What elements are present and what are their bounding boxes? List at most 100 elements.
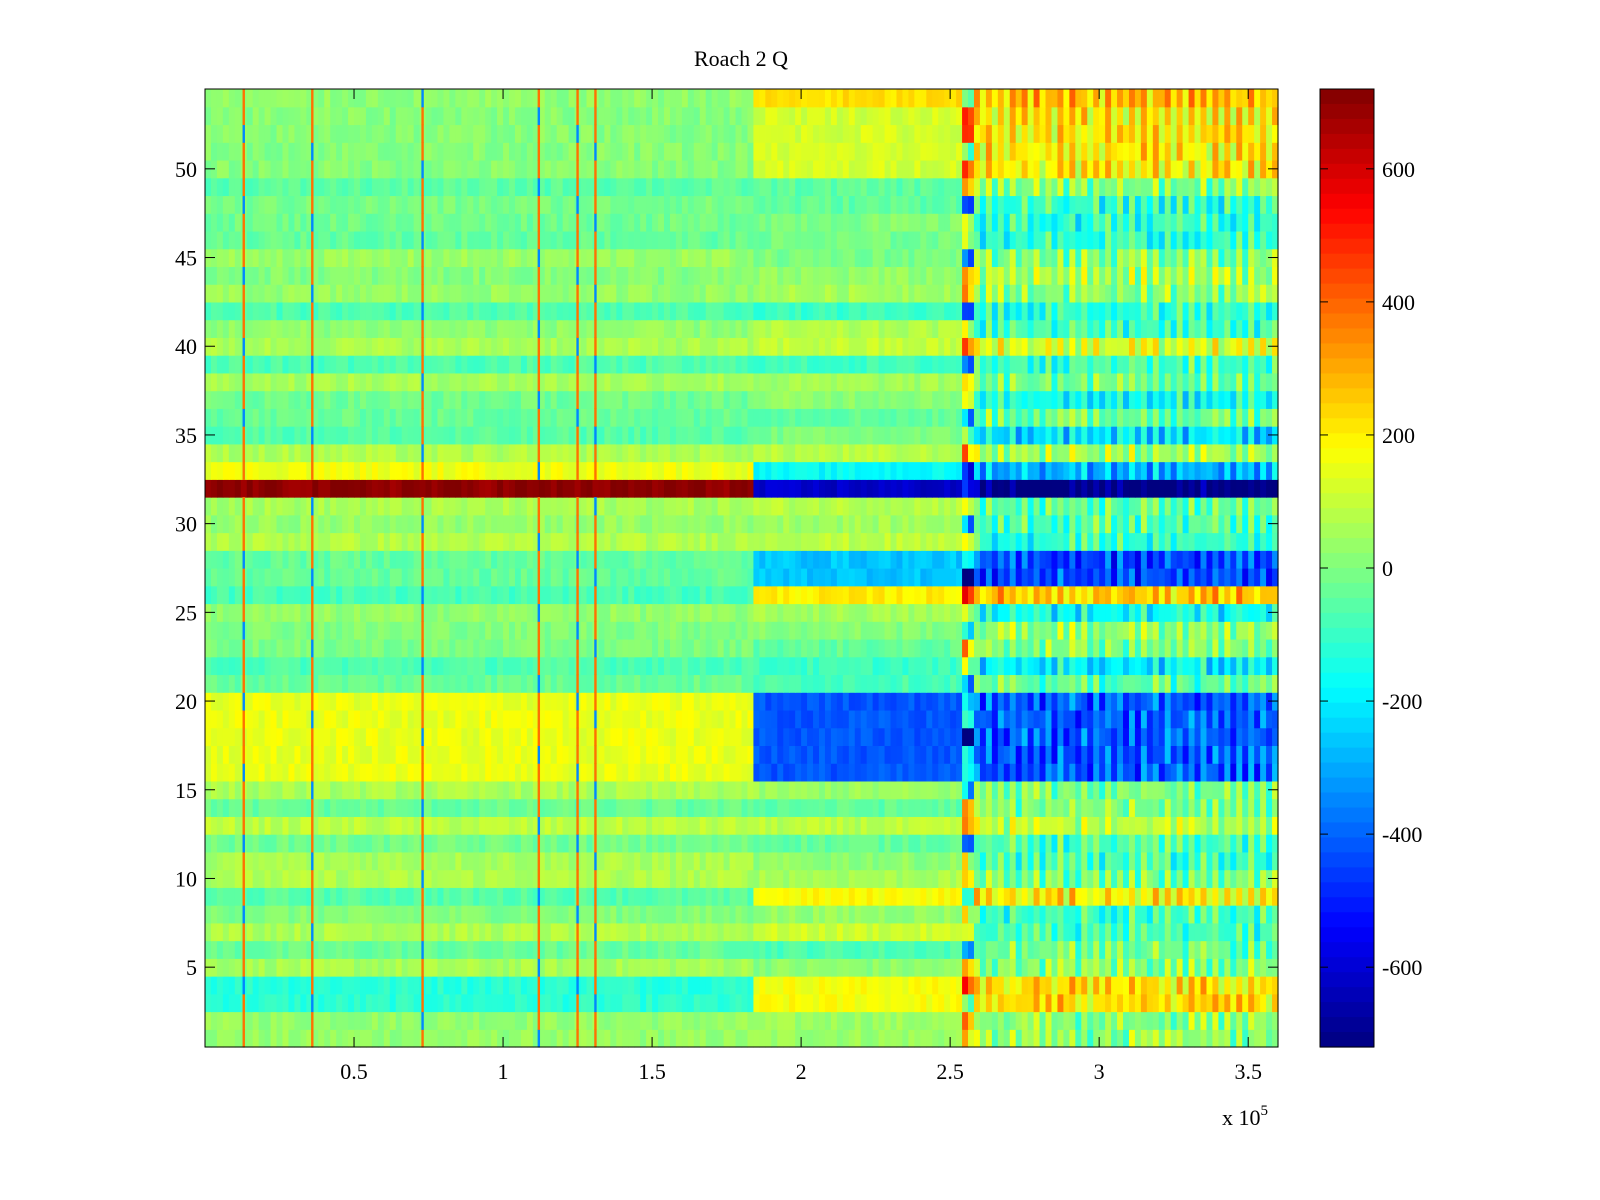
heatmap-cell: [1254, 568, 1261, 587]
heatmap-cell: [962, 621, 969, 640]
heatmap-cell: [610, 727, 617, 747]
heatmap-cell: [1111, 709, 1118, 729]
heatmap-cell: [824, 727, 832, 747]
heatmap-cell: [604, 816, 611, 835]
heatmap-cell: [1272, 940, 1279, 959]
heatmap-cell: [401, 727, 409, 747]
heatmap-cell: [1134, 621, 1142, 640]
heatmap-cell: [658, 692, 665, 711]
heatmap-cell: [854, 905, 862, 924]
heatmap-cell: [783, 656, 790, 676]
heatmap-cell: [1099, 976, 1106, 995]
heatmap-cell: [425, 656, 433, 676]
heatmap-cell: [1164, 568, 1172, 587]
heatmap-cell: [258, 976, 266, 995]
heatmap-cell: [711, 798, 719, 817]
heatmap-cell: [407, 550, 415, 569]
heatmap-cell: [431, 585, 439, 605]
heatmap-cell: [789, 851, 796, 871]
heatmap-cell: [1021, 780, 1029, 800]
heatmap-cell: [348, 763, 355, 782]
heatmap-cell: [622, 887, 629, 906]
heatmap-cell: [699, 993, 707, 1013]
heatmap-cell: [455, 674, 462, 693]
heatmap-cell: [467, 621, 474, 640]
heatmap-cell: [848, 905, 856, 924]
heatmap-cell: [485, 869, 492, 888]
heatmap-cell: [550, 780, 558, 800]
heatmap-cell: [485, 603, 492, 622]
heatmap-cell: [1254, 887, 1261, 906]
heatmap-cell: [610, 638, 617, 658]
heatmap-cell: [836, 763, 844, 782]
heatmap-cell: [640, 709, 647, 729]
heatmap-cell: [318, 1011, 325, 1030]
heatmap-cell: [640, 958, 647, 977]
heatmap-cell: [741, 798, 749, 817]
heatmap-cell: [1117, 692, 1124, 711]
heatmap-cell: [1170, 585, 1178, 605]
heatmap-cell: [312, 976, 319, 995]
heatmap-cell: [1123, 816, 1130, 835]
heatmap-cell: [1123, 887, 1130, 906]
heatmap-cell: [342, 692, 349, 711]
heatmap-cell: [681, 851, 689, 871]
heatmap-cell: [544, 745, 552, 764]
heatmap-cell: [866, 976, 874, 995]
heatmap-cell: [735, 674, 743, 693]
heatmap-cell: [312, 1011, 319, 1030]
heatmap-cell: [795, 887, 802, 906]
heatmap-cell: [520, 834, 528, 853]
heatmap-cell: [514, 621, 522, 640]
heatmap-cell: [1117, 621, 1124, 640]
heatmap-cell: [497, 638, 504, 658]
heatmap-cell: [836, 1029, 844, 1048]
heatmap-cell: [1188, 674, 1196, 693]
heatmap-cell: [514, 1011, 522, 1030]
heatmap-cell: [610, 585, 617, 605]
heatmap-cell: [467, 940, 474, 959]
heatmap-cell: [330, 674, 337, 693]
heatmap-cell: [985, 745, 993, 764]
heatmap-cell: [932, 709, 939, 729]
heatmap-cell: [705, 745, 713, 764]
heatmap-cell: [699, 816, 707, 835]
heatmap-cell: [1176, 1029, 1184, 1048]
heatmap-cell: [1093, 976, 1100, 995]
heatmap-cell: [1027, 692, 1035, 711]
heatmap-cell: [1164, 656, 1172, 676]
heatmap-cell: [675, 763, 683, 782]
heatmap-cell: [1176, 638, 1184, 658]
heatmap-cell: [1164, 976, 1172, 995]
heatmap-cell: [991, 727, 999, 747]
heatmap-cell: [902, 1011, 910, 1030]
heatmap-cell: [920, 798, 927, 817]
heatmap-cell: [723, 692, 731, 711]
heatmap-cell: [675, 869, 683, 888]
heatmap-cell: [234, 780, 242, 800]
heatmap-cell: [640, 656, 647, 676]
heatmap-cell: [628, 621, 635, 640]
heatmap-cell: [962, 993, 969, 1013]
heatmap-cell: [598, 621, 605, 640]
heatmap-cell: [222, 1011, 230, 1030]
heatmap-cell: [1224, 940, 1231, 959]
heatmap-cell: [711, 709, 719, 729]
heatmap-cell: [354, 550, 361, 569]
heatmap-cell: [1117, 568, 1124, 587]
heatmap-cell: [330, 745, 337, 764]
heatmap-cell: [491, 1029, 498, 1048]
heatmap-cell: [616, 834, 623, 853]
heatmap-cell: [908, 568, 915, 587]
heatmap-cell: [520, 816, 528, 835]
heatmap-cell: [234, 1029, 242, 1048]
heatmap-cell: [973, 550, 981, 569]
heatmap-cell: [753, 869, 760, 888]
heatmap-cell: [294, 940, 301, 959]
heatmap-cell: [1039, 621, 1047, 640]
heatmap-cell: [491, 656, 498, 676]
heatmap-cell: [1170, 922, 1178, 942]
heatmap-cell: [777, 709, 784, 729]
heatmap-cell: [1248, 638, 1255, 658]
heatmap-cell: [330, 993, 337, 1013]
